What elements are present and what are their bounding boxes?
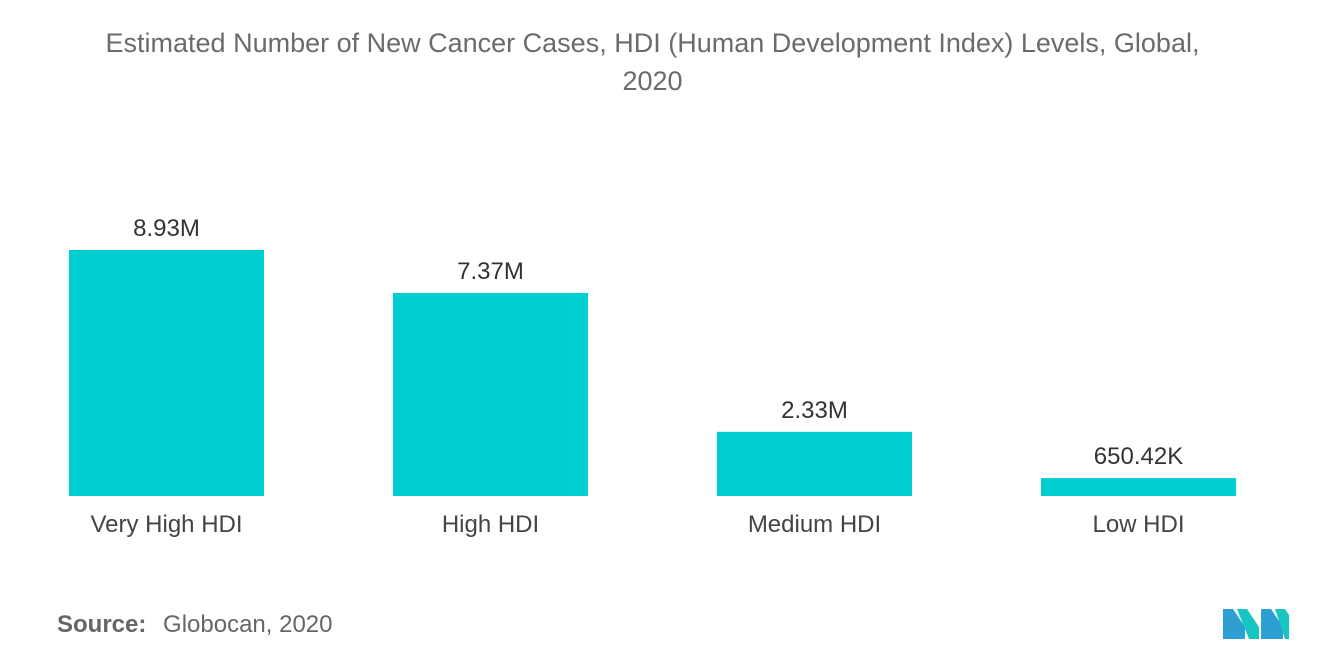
category-label-0: Very High HDI [90,511,242,538]
category-label-3: Low HDI [1092,511,1184,538]
chart-title-line-2: 2020 [622,66,683,96]
bar-value-label-0: 8.93M [133,215,200,242]
bar-chart: 8.93M Very High HDI 7.37M High HDI 2.33M Medi… [69,215,1236,538]
bar-3 [1041,478,1236,496]
category-label-2: Medium HDI [748,511,881,538]
bar-1 [393,292,588,496]
chart-title-line-1: Estimated Number of New Cancer Cases, HD… [105,28,1200,58]
bar-2 [717,431,912,496]
source-text: Globocan, 2020 [163,611,333,638]
bar-0 [69,250,264,496]
source-label: Source: [57,611,147,638]
chart-title: Estimated Number of New Cancer Cases, HD… [0,24,1305,100]
bar-value-label-3: 650.42K [1094,443,1183,470]
mordor-intelligence-logo-icon [1223,609,1289,639]
bar-value-label-2: 2.33M [781,397,848,424]
source-note: Source: Globocan, 2020 [57,611,333,639]
bar-value-label-1: 7.37M [457,258,524,285]
category-label-1: High HDI [442,511,539,538]
